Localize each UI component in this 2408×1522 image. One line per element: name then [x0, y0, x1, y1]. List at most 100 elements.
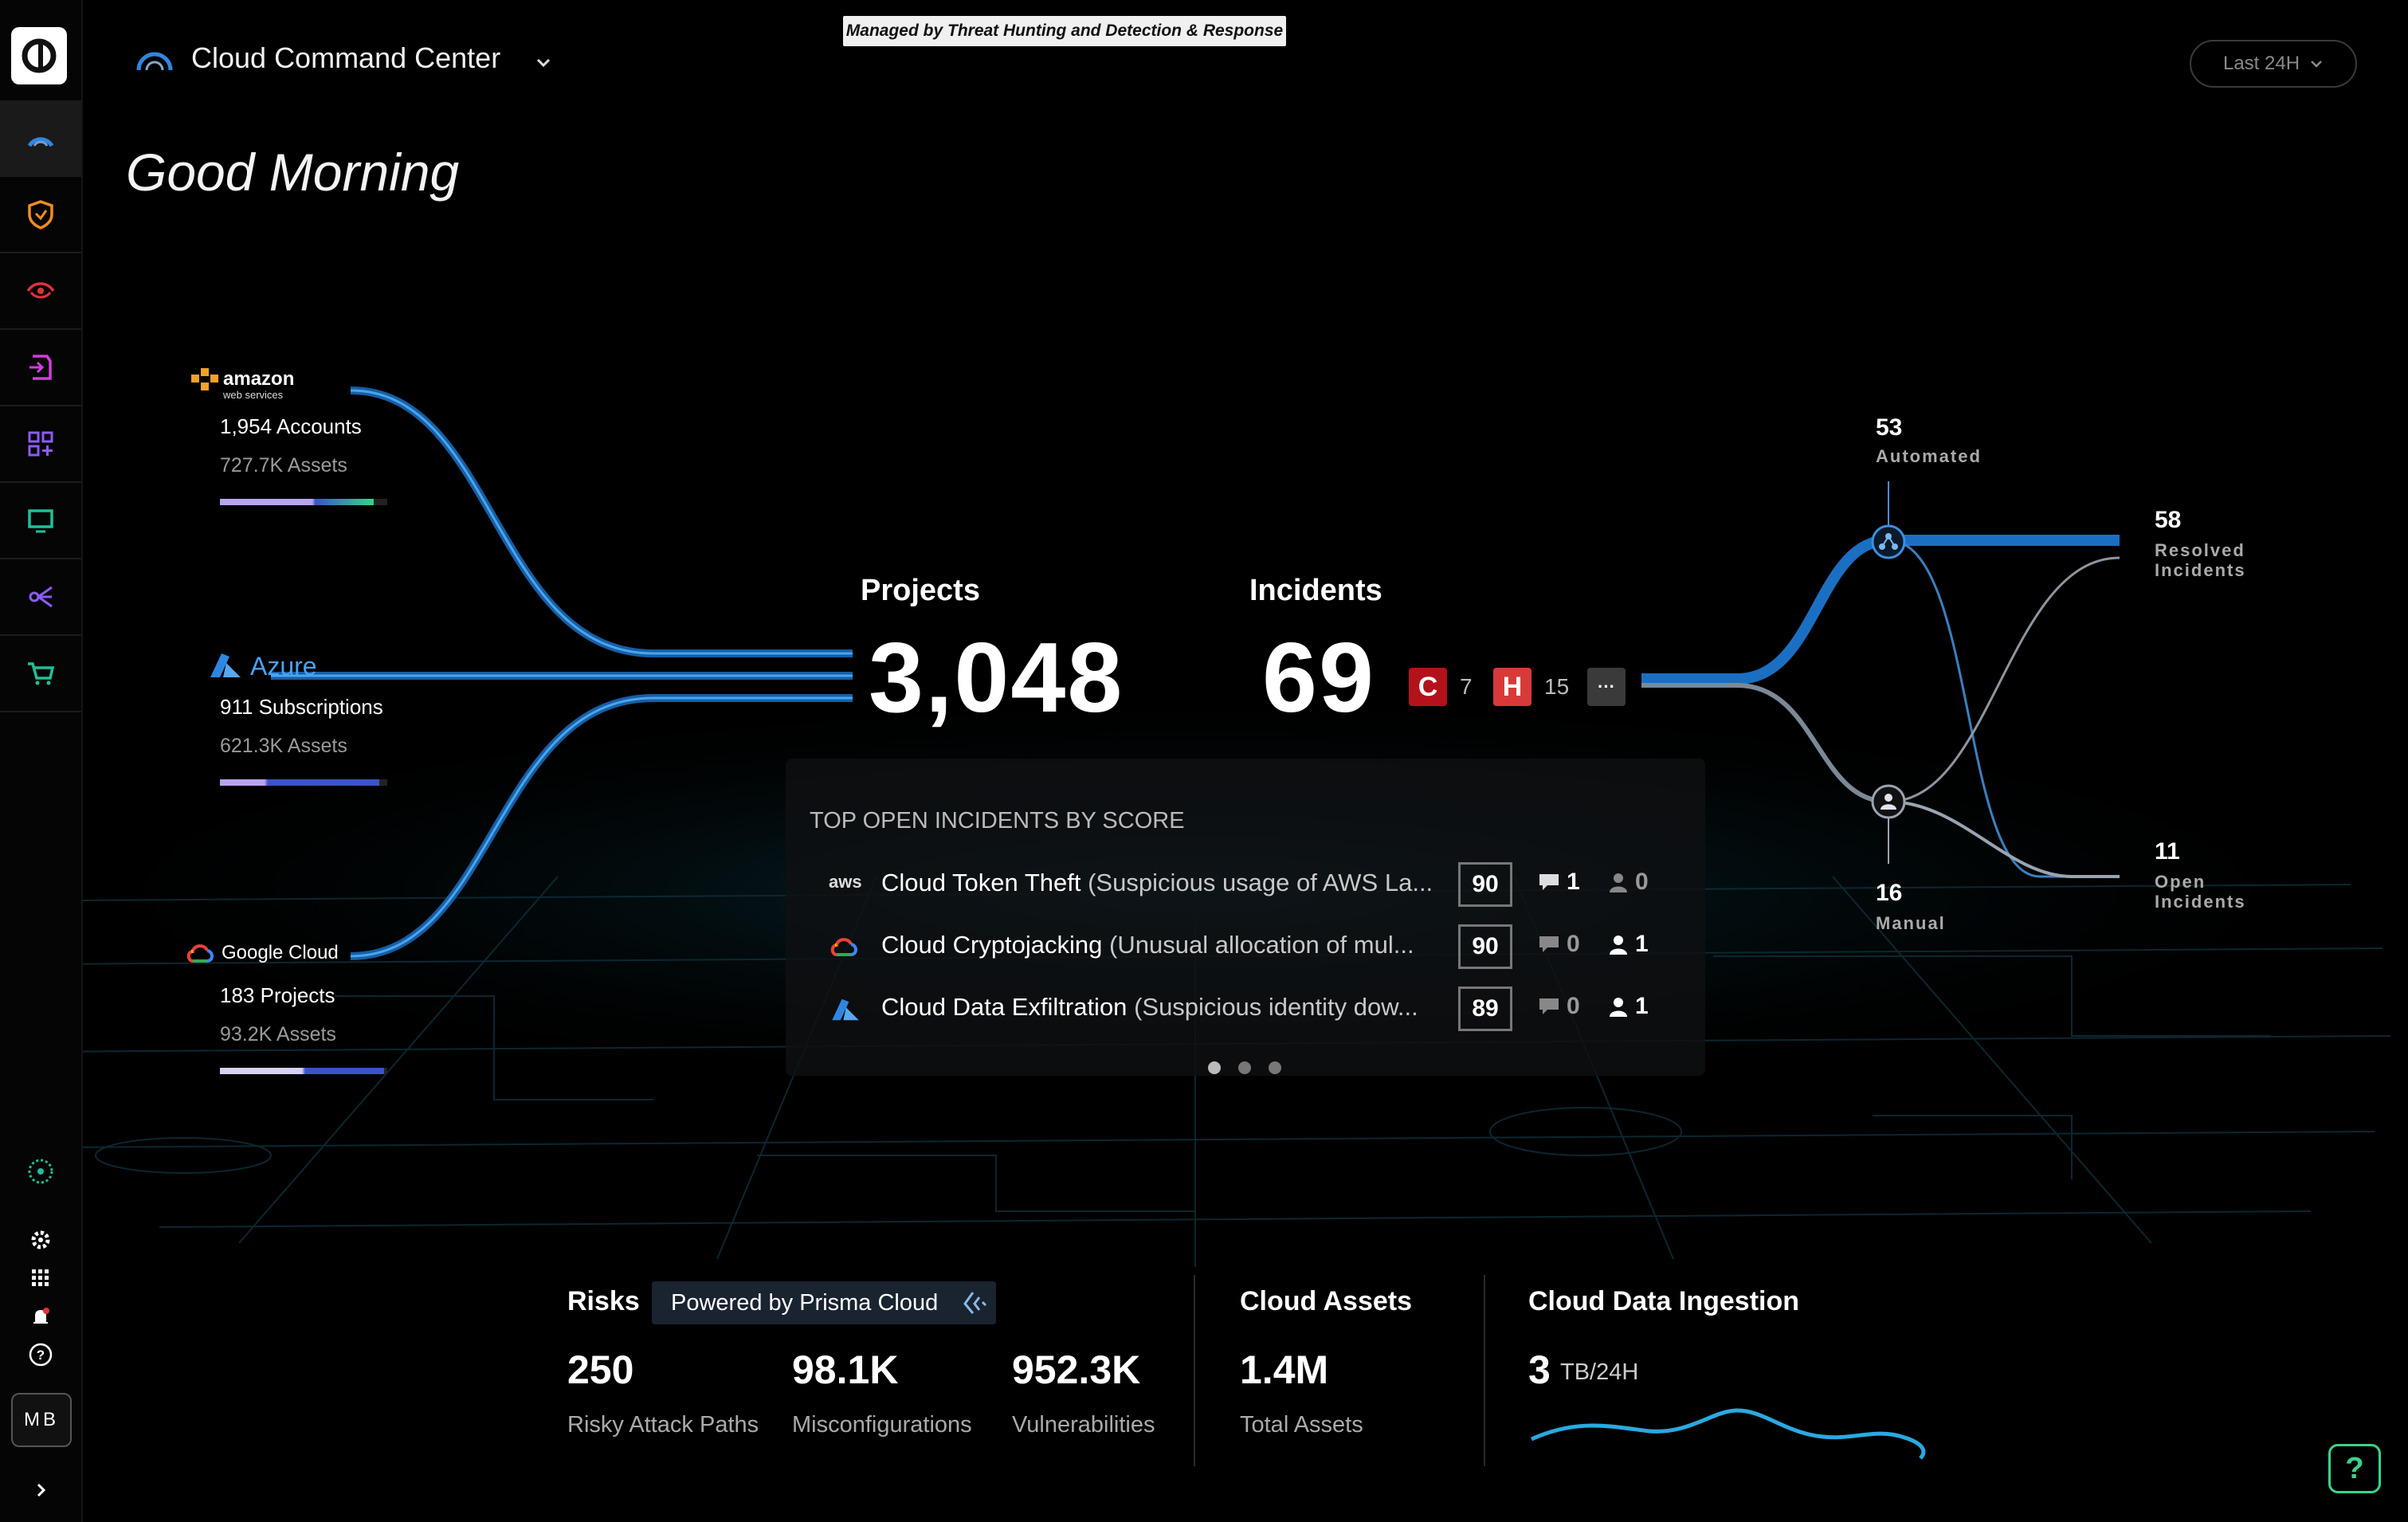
gear-icon	[31, 1230, 50, 1249]
data-ingestion-value: 3	[1528, 1347, 1551, 1392]
assignee-count: 1	[1608, 993, 1649, 1020]
managed-banner: Managed by Threat Hunting and Detection …	[843, 16, 1286, 46]
gcp-progress-bar	[220, 1068, 387, 1074]
incident-score: 89	[1458, 987, 1512, 1031]
misconfigurations-count[interactable]: 98.1K	[792, 1347, 899, 1392]
user-avatar[interactable]: MB	[11, 1393, 72, 1447]
eye-icon	[26, 282, 55, 299]
total-assets-count[interactable]: 1.4M	[1240, 1347, 1329, 1392]
incident-description: (Unusual allocation of mul...	[1109, 931, 1414, 959]
carousel-dot-3[interactable]	[1269, 1061, 1281, 1074]
app-title: Cloud Command Center	[191, 41, 501, 74]
help-menu-button[interactable]: ?	[0, 1336, 81, 1374]
monitor-icon	[28, 509, 53, 533]
high-count: 15	[1544, 674, 1570, 699]
assignee-count-value: 1	[1635, 993, 1649, 1019]
incident-score: 90	[1458, 862, 1512, 907]
automated-label: Automated	[1876, 446, 1982, 466]
azure-logo-text: Azure	[250, 652, 317, 681]
sidebar-status[interactable]	[0, 1152, 81, 1191]
incident-description: (Suspicious identity dow...	[1134, 993, 1418, 1021]
high-badge[interactable]: H	[1493, 668, 1531, 706]
comment-count: 1	[1538, 869, 1580, 896]
azure-progress-bar	[220, 779, 387, 786]
resolved-count: 58	[2155, 507, 2182, 533]
data-ingestion-title: Cloud Data Ingestion	[1528, 1286, 1799, 1316]
aws-provider-icon: aws	[829, 872, 862, 892]
comment-count-value: 0	[1567, 931, 1580, 957]
svg-text:?: ?	[37, 1347, 45, 1363]
apps-button[interactable]	[0, 1259, 81, 1297]
incident-title: Cloud Cryptojacking (Unusual allocation …	[881, 931, 1414, 959]
incident-name: Cloud Data Exfiltration	[881, 993, 1128, 1021]
azure-icon	[832, 998, 859, 1021]
open-count: 11	[2155, 838, 2180, 865]
command-center-icon	[27, 137, 54, 147]
more-severity-button[interactable]: ···	[1587, 668, 1626, 706]
aws-assets: 727.7K Assets	[220, 454, 347, 477]
notifications-button[interactable]	[0, 1297, 81, 1336]
user-icon	[1610, 998, 1627, 1017]
incident-name: Cloud Cryptojacking	[881, 931, 1103, 959]
risky-attack-paths-count[interactable]: 250	[567, 1347, 634, 1392]
incident-row[interactable]: Cloud Cryptojacking (Unusual allocation …	[786, 920, 1705, 974]
azure-logo-icon	[210, 653, 241, 677]
projects-count: 3,048	[869, 623, 1124, 733]
projects-label: Projects	[861, 574, 980, 607]
vulnerabilities-label: Vulnerabilities	[1012, 1412, 1155, 1438]
sidebar-item-detection[interactable]	[0, 253, 81, 330]
divider	[1484, 1275, 1485, 1466]
sidebar-item-dashboards[interactable]	[0, 406, 81, 483]
comment-count-value: 1	[1567, 869, 1580, 895]
carousel-dot-1[interactable]	[1208, 1061, 1221, 1074]
aws-logo-subtext: web services	[223, 389, 284, 401]
time-range-select[interactable]: Last 24H	[2190, 40, 2357, 88]
resolved-label-line2: Incidents	[2155, 560, 2246, 580]
vulnerabilities-count[interactable]: 952.3K	[1012, 1347, 1141, 1392]
automation-node-icon[interactable]	[1869, 523, 1908, 561]
sidebar-item-security[interactable]	[0, 177, 81, 253]
settings-button[interactable]	[0, 1221, 81, 1259]
powered-by-label: Powered by Prisma Cloud	[671, 1289, 939, 1316]
cart-icon	[28, 662, 55, 685]
manual-node-icon[interactable]	[1869, 783, 1908, 821]
carousel-dot-2[interactable]	[1238, 1061, 1251, 1074]
comment-count: 0	[1538, 993, 1580, 1020]
risky-attack-paths-label: Risky Attack Paths	[567, 1412, 759, 1438]
incident-score: 90	[1458, 924, 1512, 969]
shield-icon	[28, 200, 53, 229]
resolved-label-line1: Resolved	[2155, 540, 2245, 560]
total-assets-label: Total Assets	[1240, 1412, 1363, 1438]
aws-accounts: 1,954 Accounts	[220, 414, 362, 438]
sidebar-item-command-center[interactable]	[0, 100, 81, 177]
dashboard-grid-icon	[28, 431, 53, 457]
critical-count: 7	[1460, 674, 1473, 699]
sidebar-item-marketplace[interactable]	[0, 636, 81, 712]
critical-badge[interactable]: C	[1409, 668, 1447, 706]
sidebar-item-reports[interactable]	[0, 330, 81, 406]
incident-row[interactable]: aws Cloud Token Theft (Suspicious usage …	[786, 857, 1705, 912]
expand-sidebar-button[interactable]	[0, 1471, 81, 1509]
gcp-assets: 93.2K Assets	[220, 1023, 336, 1045]
help-chat-button[interactable]: ?	[2328, 1444, 2381, 1493]
open-label-line2: Incidents	[2155, 892, 2246, 912]
app-logo[interactable]	[11, 27, 67, 84]
aws-progress-bar	[220, 499, 387, 505]
question-circle-icon: ?	[29, 1343, 53, 1367]
chevron-down-icon[interactable]	[534, 56, 553, 70]
sidebar-item-network[interactable]	[0, 559, 81, 636]
sidebar-item-endpoints[interactable]	[0, 483, 81, 559]
status-ring-icon	[28, 1159, 53, 1184]
misconfigurations-label: Misconfigurations	[792, 1412, 972, 1438]
powered-by-prisma-badge: Powered by Prisma Cloud	[652, 1281, 996, 1324]
comment-icon	[1539, 936, 1559, 952]
incidents-count[interactable]: 69	[1262, 623, 1375, 733]
incident-row[interactable]: Cloud Data Exfiltration (Suspicious iden…	[786, 982, 1705, 1036]
manual-label: Manual	[1876, 913, 1946, 933]
assignee-count-value: 0	[1635, 869, 1649, 895]
time-range-label: Last 24H	[2222, 53, 2300, 74]
aws-logo-text: amazon	[223, 368, 295, 390]
comment-icon	[1539, 874, 1559, 890]
incidents-label: Incidents	[1249, 574, 1382, 607]
incident-title: Cloud Token Theft (Suspicious usage of A…	[881, 869, 1433, 897]
